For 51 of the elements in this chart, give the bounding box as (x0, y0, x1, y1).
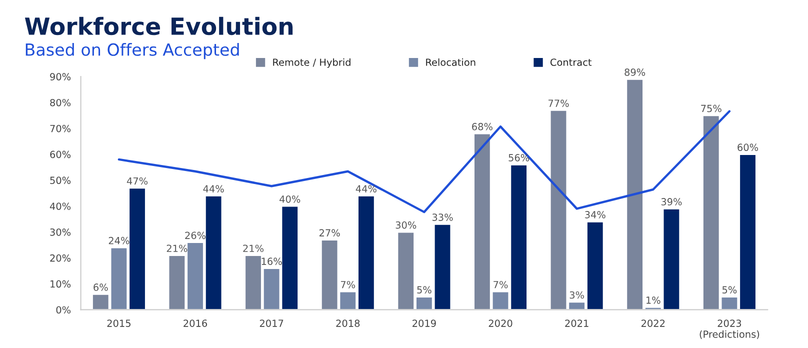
data-label: 3% (570, 291, 584, 299)
data-label: 40% (280, 195, 300, 203)
x-tick-label: 2021 (565, 320, 588, 327)
data-label: 44% (356, 185, 376, 192)
x-tick-label: 2016 (184, 320, 208, 327)
y-tick-label: 90% (50, 73, 71, 80)
x-tick-label: 2023 (Predictions) (700, 320, 760, 339)
x-tick-label: 2017 (260, 320, 284, 327)
y-tick-label: 40% (50, 202, 71, 210)
y-tick-label: 70% (50, 124, 71, 132)
data-label: 30% (396, 221, 416, 229)
data-label: 27% (319, 229, 340, 236)
data-label: 34% (585, 211, 606, 218)
x-tick-label: 2022 (641, 320, 665, 327)
legend-label: Relocation (426, 58, 476, 66)
data-label: 21% (243, 244, 264, 252)
data-label: 89% (624, 68, 646, 76)
y-tick-label: 80% (50, 98, 71, 106)
chart-title: Workforce Evolution (24, 16, 293, 36)
y-tick-label: 60% (50, 150, 71, 158)
y-tick-label: 0% (56, 306, 71, 314)
data-label: 75% (701, 104, 722, 112)
data-label: 6% (94, 284, 108, 291)
data-label: 47% (126, 177, 148, 185)
data-label: 60% (738, 144, 758, 152)
y-tick-label: 50% (50, 176, 71, 184)
y-tick-label: 30% (50, 228, 71, 236)
data-label: 24% (108, 236, 130, 244)
data-label: 26% (185, 232, 206, 240)
data-label: 7% (340, 280, 356, 288)
data-label: 77% (548, 100, 569, 107)
legend-label: Remote / Hybrid (273, 58, 350, 68)
data-label: 56% (508, 154, 530, 162)
x-tick-label: 2020 (488, 320, 512, 327)
data-label: 39% (661, 198, 682, 206)
legend-label: Contract (550, 58, 592, 66)
x-tick-label: 2019 (412, 320, 436, 327)
x-tick-label: 2015 (107, 320, 130, 327)
y-tick-label: 20% (50, 254, 71, 262)
x-tick-label: 2018 (336, 320, 360, 327)
data-label: 33% (432, 214, 453, 221)
chart-subtitle: Based on Offers Accepted (26, 43, 239, 60)
y-tick-label: 10% (50, 280, 71, 288)
data-label: 21% (166, 244, 188, 252)
data-label: 5% (722, 286, 737, 294)
data-label: 7% (494, 280, 508, 288)
data-label: 68% (472, 122, 492, 130)
data-label: 5% (417, 286, 432, 294)
data-label: 1% (646, 296, 660, 304)
data-label: 44% (203, 185, 224, 192)
data-label: 16% (262, 258, 282, 265)
